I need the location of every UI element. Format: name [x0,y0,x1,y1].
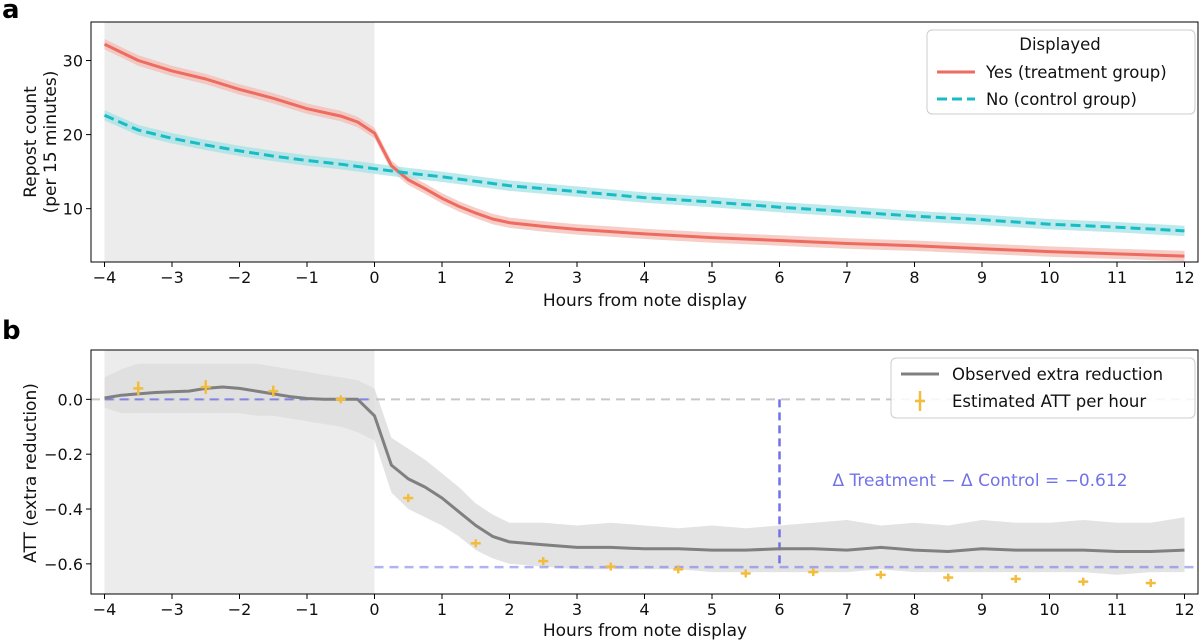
panel-a-x-tick-label: 1 [437,268,447,287]
panel-a-x-tick-label: 4 [639,268,649,287]
panel-b-x-tick-label: 8 [909,600,919,619]
estimated-att-point [673,565,684,574]
estimated-att-point [808,568,819,577]
panel-a-y-tick-label: 20 [63,126,83,145]
panel-b-y-tick-label: −0.6 [44,555,83,574]
panel-b-x-tick-label: 5 [707,600,717,619]
panel-b-x-tick-label: 3 [572,600,582,619]
legend-swatch-estimate [915,391,925,411]
panel-a-x-tick-label: 6 [774,268,784,287]
estimated-att-point [1010,574,1021,583]
panel-b-legend-box [890,357,1196,419]
panel-a-x-tick-label: −4 [93,268,117,287]
estimated-att-point [740,569,751,578]
panel-b-x-tick-label: 6 [774,600,784,619]
panel-b-x-tick-label: −4 [93,600,117,619]
panel-a-legend-entry-control: No (control group) [986,90,1137,109]
panel-a-label: a [2,0,20,25]
panel-b-x-tick-label: −2 [228,600,252,619]
observed-series-line [104,385,1185,553]
panel-b-label: b [2,316,21,346]
panel-b-x-tick-label: 9 [977,600,987,619]
panel-a-x-tick-label: 10 [1039,268,1059,287]
panel-a-y-axis-label-line2: (per 15 minutes) [41,71,61,214]
panel-b-y-axis-label: ATT (extra reduction) [21,383,41,563]
estimated-att-point [133,381,144,396]
panel-b-y-tick-label: −0.2 [44,445,83,464]
estimated-att-point [538,557,549,566]
estimated-att-point [1078,577,1089,586]
panel-a-x-tick-label: 11 [1107,268,1127,287]
panel-a-legend-entry-treatment: Yes (treatment group) [985,63,1167,82]
panel-b-x-tick-label: 2 [504,600,514,619]
panel-b-legend: Observed extra reduction Estimated ATT p… [890,357,1196,419]
estimated-att-point [943,573,954,582]
estimated-att-point [875,570,886,579]
panel-a-legend: Displayed Yes (treatment group) No (cont… [926,29,1196,115]
panel-b-x-tick-label: 7 [842,600,852,619]
estimated-att-point [335,395,346,404]
treatment-series-line [103,42,1185,258]
panel-a-y-axis-label: Repost count [21,86,41,198]
panel-b-chart: b −4 −3 −2 −1 0 1 2 3 4 5 6 7 8 9 10 11 120.0−0.2−0.4−0.… [2,316,1199,641]
panel-b-x-tick-label: −1 [295,600,319,619]
panel-b-x-tick-label: 0 [369,600,379,619]
panel-a-x-axis-label: Hours from note display [543,291,747,311]
panel-b-legend-entry-observed: Observed extra reduction [952,365,1163,384]
estimated-att-point [470,539,481,548]
att-difference-annotation: Δ Treatment − Δ Control = −0.612 [832,471,1127,491]
panel-b-y-tick-label: 0.0 [58,390,83,409]
panel-b-x-tick-label: 1 [437,600,447,619]
panel-a-x-tick-label: −3 [160,268,184,287]
panel-a-legend-title: Displayed [1019,35,1100,54]
panel-a-x-tick-label: 3 [572,268,582,287]
control-series-line [103,113,1185,233]
panel-a-x-tick-label: 0 [369,268,379,287]
panel-a-x-tick-label: 9 [977,268,987,287]
panel-b-x-tick-label: 10 [1039,600,1059,619]
panel-a-x-tick-label: 2 [504,268,514,287]
panel-a-x-tick-label: −1 [295,268,319,287]
panel-a-y-tick-label: 10 [63,200,83,219]
control-confidence-band [104,110,1185,237]
panel-a-x-tick-label: 5 [707,268,717,287]
panel-a-x-tick-label: −2 [228,268,252,287]
panel-b-x-axis-label: Hours from note display [543,621,747,641]
panel-a-legend-box [926,29,1196,115]
panel-a-x-tick-label: 8 [909,268,919,287]
panel-b-y-tick-label: −0.4 [44,500,83,519]
panel-a-x-tick-label: 12 [1174,268,1194,287]
estimated-att-point [1145,579,1156,588]
panel-b-legend-entry-estimate: Estimated ATT per hour [952,392,1146,411]
panel-a-y-tick-label: 30 [63,52,83,71]
panel-a-x-tick-label: 7 [842,268,852,287]
estimated-att-point [605,562,616,571]
panel-b-x-tick-label: 12 [1174,600,1194,619]
estimated-att-point [268,385,279,397]
panel-b-x-tick-label: −3 [160,600,184,619]
estimated-att-point [200,380,211,394]
panel-b-plot-area [91,350,1198,594]
panel-b-x-tick-label: 11 [1107,600,1127,619]
panel-b-x-tick-label: 4 [639,600,649,619]
panel-b-axes: −4 −3 −2 −1 0 1 2 3 4 5 6 7 8 9 10 11 120.0−0.2−0.4−0.6 [44,349,1199,619]
panel-a-plot-area [103,22,1185,262]
estimated-att-point [403,493,414,503]
